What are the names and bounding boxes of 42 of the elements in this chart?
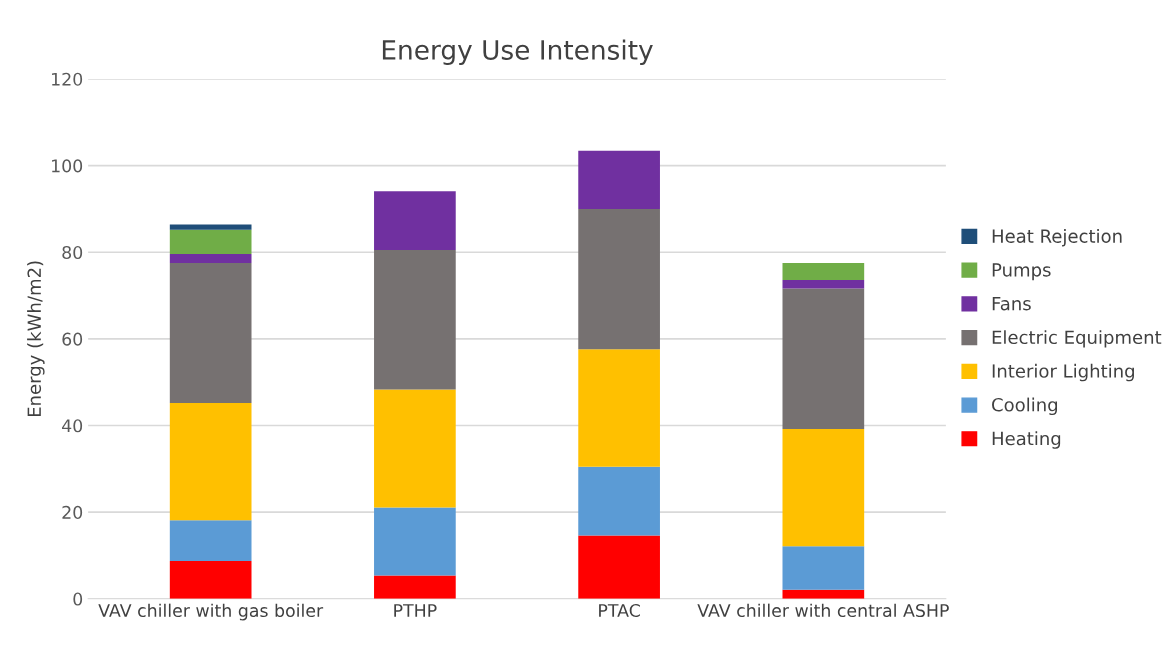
bar [374,389,456,508]
bar [169,520,252,562]
y-tick-label: 60 [62,332,83,346]
x-tick-label: VAV chiller with gas boiler [98,603,324,621]
chart-title: Energy Use Intensity [382,39,653,65]
bar [374,250,456,390]
bar [578,349,660,467]
legend-label: Fans [992,296,1031,311]
bar [782,279,865,289]
legend-label: Pumps [992,263,1051,281]
bar [169,229,252,254]
bar [169,263,252,403]
bar [169,224,252,230]
bar [578,466,660,536]
bar [374,575,456,599]
y-tick-label: 0 [73,592,83,606]
bar [169,253,252,264]
y-axis-title: Energy (kWh/m2) [27,261,45,417]
x-tick-label: PTAC [599,603,640,618]
x-tick-label: VAV chiller with central ASHP [697,603,949,618]
y-tick-label: 20 [62,505,83,519]
legend-label: Interior Lighting [992,363,1134,382]
y-tick-label: 40 [62,419,83,433]
bar [782,428,865,547]
y-tick-label: 80 [62,245,83,260]
bar [782,263,865,280]
bar [374,507,456,576]
legend-label: Heat Rejection [992,228,1122,247]
legend-label: Heating [992,431,1061,449]
y-tick-label: 100 [52,159,83,173]
y-tick-label: 120 [52,72,83,86]
bar [578,150,660,209]
x-tick-label: PTHP [394,604,437,617]
bar [169,402,252,521]
bar [578,535,660,599]
bar [782,546,865,590]
legend-label: Cooling [992,397,1058,416]
bar [374,191,456,251]
bar [578,208,660,350]
bar [169,561,252,599]
legend-label: Electric Equipment [992,330,1162,348]
bar [782,288,865,429]
